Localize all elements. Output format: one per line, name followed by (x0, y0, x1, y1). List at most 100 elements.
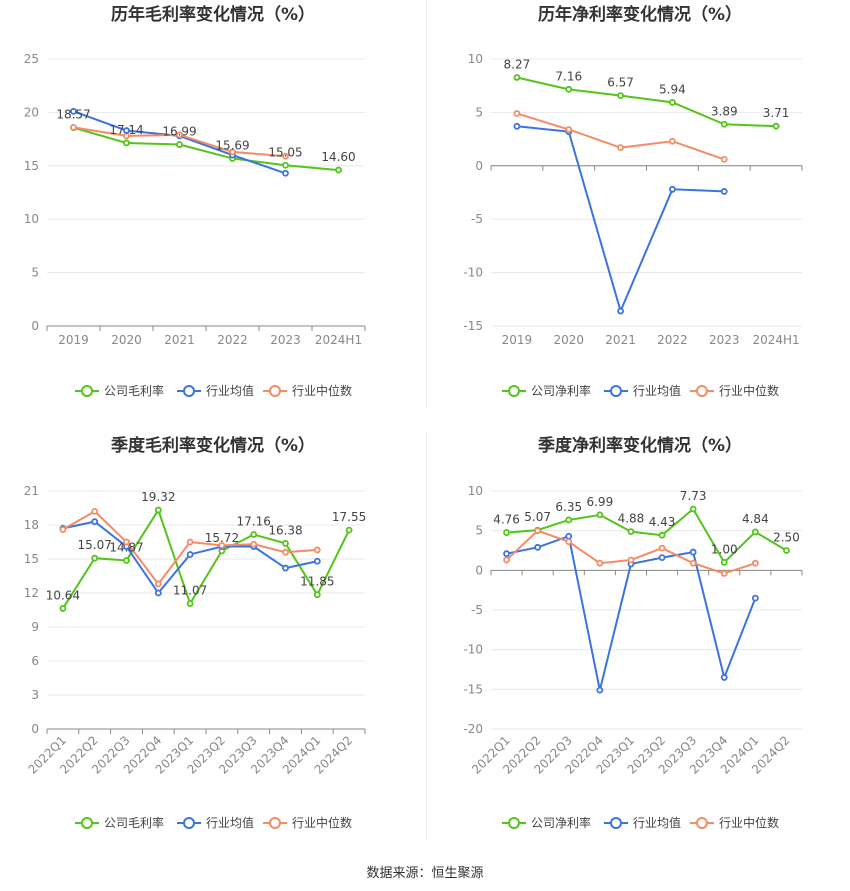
y-tick-label: 21 (24, 484, 39, 498)
data-point-industry-median (751, 559, 759, 567)
data-point-company (720, 120, 728, 128)
data-point-industry-median (59, 526, 67, 533)
legend-marker (610, 385, 622, 397)
data-point-company (282, 161, 289, 169)
y-tick-label: 0 (475, 159, 483, 173)
y-tick-label: 10 (468, 484, 483, 498)
y-tick-label: 5 (475, 524, 483, 538)
series-line-company (506, 507, 787, 565)
legend-label: 行业中位数 (719, 383, 779, 398)
data-point-company (503, 529, 510, 536)
x-tick-label: 2023 (270, 333, 301, 347)
x-tick-label: 2021 (605, 333, 636, 347)
legend-marker (269, 817, 281, 829)
data-point-industry-avg (513, 122, 521, 130)
data-point-industry-median (218, 542, 226, 549)
data-point-industry-median (720, 155, 728, 163)
legend-marker (81, 385, 93, 397)
data-point-company (123, 557, 130, 564)
data-label: 11.07 (173, 584, 207, 598)
data-label: 11.85 (300, 575, 334, 589)
data-label: 14.60 (321, 150, 355, 164)
data-point-company (91, 554, 99, 562)
legend-marker (696, 385, 708, 397)
data-point-industry-median (658, 544, 666, 552)
legend-label: 行业中位数 (292, 815, 352, 830)
data-point-industry-avg (617, 307, 624, 315)
data-label: 18.57 (56, 108, 90, 122)
data-point-industry-median (513, 110, 521, 117)
data-label: 15.69 (215, 138, 249, 152)
data-label: 17.16 (237, 515, 271, 529)
legend-marker (610, 817, 622, 829)
data-point-industry-avg (669, 185, 676, 193)
legend-item-industry-median: 行业中位数 (690, 815, 779, 830)
data-label: 4.43 (649, 515, 676, 529)
data-label: 7.16 (555, 69, 582, 83)
data-point-industry-median (565, 126, 573, 133)
chart-title: 历年净利率变化情况（%） (538, 4, 742, 25)
x-tick-label: 2021 (164, 333, 195, 347)
data-point-industry-avg (186, 551, 194, 558)
series-line-industry-avg (516, 125, 725, 315)
data-point-industry-avg (534, 543, 542, 551)
legend-label: 公司毛利率 (104, 383, 164, 398)
y-tick-label: -5 (471, 212, 483, 226)
legend-marker (508, 385, 520, 397)
x-tick-label: 2022 (217, 333, 248, 347)
data-point-company (313, 591, 321, 599)
y-tick-label: -15 (463, 319, 483, 333)
chart-title: 季度毛利率变化情况（%） (111, 435, 315, 456)
data-point-industry-median (91, 507, 99, 515)
legend-item-industry-avg: 行业均值 (604, 383, 681, 398)
data-point-company (658, 531, 666, 539)
data-point-company (335, 166, 342, 174)
data-point-industry-median (596, 559, 604, 567)
data-label: 6.35 (555, 500, 582, 514)
legend-marker (269, 385, 281, 397)
data-point-industry-median (229, 148, 236, 156)
panel-divider (426, 432, 427, 840)
legend-item-industry-avg: 行业均值 (177, 815, 254, 830)
y-tick-label: -20 (463, 722, 483, 736)
data-point-company (627, 528, 635, 536)
data-point-industry-avg (282, 564, 289, 572)
data-point-industry-avg (658, 554, 666, 562)
data-point-industry-median (313, 546, 321, 554)
data-point-industry-median (282, 548, 289, 556)
data-point-industry-median (627, 556, 635, 564)
y-tick-label: 3 (31, 688, 39, 702)
data-point-industry-median (250, 540, 258, 548)
chart-title: 季度净利率变化情况（%） (538, 435, 742, 456)
x-tick-label: 2019 (502, 333, 533, 347)
chart-title: 历年毛利率变化情况（%） (111, 4, 315, 25)
legend-label: 公司净利率 (531, 383, 591, 398)
data-label: 4.76 (493, 513, 520, 527)
data-point-industry-median (534, 527, 542, 535)
panel-divider (426, 0, 427, 408)
data-label: 8.27 (504, 57, 531, 71)
x-tick-label: 2019 (58, 333, 89, 347)
legend-label: 行业中位数 (719, 815, 779, 830)
data-label: 7.73 (680, 489, 707, 503)
legend-item-company: 公司净利率 (502, 815, 591, 830)
y-tick-label: 0 (475, 563, 483, 577)
y-tick-label: 10 (468, 52, 483, 66)
data-label: 4.84 (742, 512, 769, 526)
data-point-industry-median (720, 570, 728, 577)
y-tick-label: 6 (31, 654, 39, 668)
data-point-industry-avg (503, 550, 510, 558)
data-label: 4.88 (618, 512, 645, 526)
data-label: 6.57 (607, 76, 634, 90)
data-point-industry-median (617, 144, 624, 152)
data-label: 15.72 (205, 531, 239, 545)
legend-marker (696, 817, 708, 829)
chart-panel-4: 季度净利率变化情况（%）-20-15-10-505102022Q12022Q22… (463, 435, 803, 830)
data-label: 15.07 (78, 538, 112, 552)
chart-panel-3: 季度毛利率变化情况（%）0369121518212022Q12022Q22022… (24, 435, 367, 830)
data-point-company (596, 511, 604, 519)
data-point-industry-avg (91, 518, 99, 525)
data-point-industry-median (70, 123, 77, 131)
data-point-company (59, 605, 67, 612)
legend-marker (81, 817, 93, 829)
